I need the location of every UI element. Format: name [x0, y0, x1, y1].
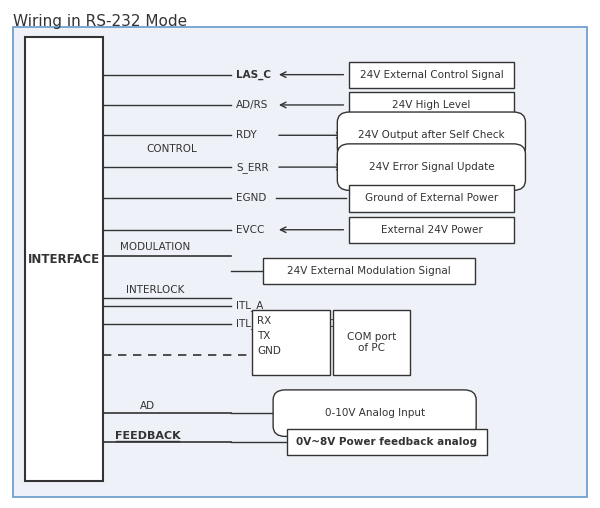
Text: INTERLOCK: INTERLOCK	[126, 285, 185, 296]
Text: 24V External Modulation Signal: 24V External Modulation Signal	[287, 266, 451, 276]
FancyBboxPatch shape	[252, 309, 330, 375]
Text: AD: AD	[140, 401, 155, 410]
FancyBboxPatch shape	[273, 390, 476, 436]
FancyBboxPatch shape	[287, 429, 487, 455]
Text: S_ERR: S_ERR	[236, 162, 269, 173]
FancyBboxPatch shape	[349, 216, 514, 243]
Text: RDY: RDY	[236, 130, 257, 140]
Text: 24V External Control Signal: 24V External Control Signal	[359, 70, 503, 80]
Text: GND: GND	[257, 346, 281, 356]
Text: 24V Error Signal Update: 24V Error Signal Update	[368, 162, 494, 172]
FancyBboxPatch shape	[349, 92, 514, 118]
Text: EVCC: EVCC	[236, 225, 265, 235]
Text: 24V Output after Self Check: 24V Output after Self Check	[358, 130, 505, 140]
Text: 0-10V Analog Input: 0-10V Analog Input	[325, 408, 425, 418]
Text: 24V High Level: 24V High Level	[392, 100, 470, 110]
Text: External 24V Power: External 24V Power	[380, 225, 482, 235]
Text: RX: RX	[257, 315, 271, 326]
FancyBboxPatch shape	[333, 309, 410, 375]
Text: INTERFACE: INTERFACE	[28, 252, 100, 266]
Text: CONTROL: CONTROL	[146, 144, 197, 154]
Text: ITL_A: ITL_A	[236, 301, 263, 311]
Polygon shape	[270, 312, 309, 335]
FancyBboxPatch shape	[263, 258, 475, 284]
FancyBboxPatch shape	[349, 185, 514, 211]
Text: LAS_C: LAS_C	[236, 70, 271, 80]
Text: MODULATION: MODULATION	[121, 242, 191, 252]
Text: EGND: EGND	[236, 194, 266, 203]
Text: COM port
of PC: COM port of PC	[347, 332, 396, 353]
Text: Ground of External Power: Ground of External Power	[365, 194, 498, 203]
Text: ITL_B: ITL_B	[236, 319, 263, 329]
FancyBboxPatch shape	[25, 37, 103, 482]
Text: 0V~8V Power feedback analog: 0V~8V Power feedback analog	[296, 437, 477, 447]
Text: TX: TX	[257, 331, 271, 341]
Text: SHORT: SHORT	[314, 319, 349, 329]
FancyBboxPatch shape	[349, 61, 514, 88]
FancyBboxPatch shape	[337, 144, 526, 190]
FancyBboxPatch shape	[13, 26, 587, 496]
Text: Wiring in RS-232 Mode: Wiring in RS-232 Mode	[13, 14, 187, 29]
Text: FEEDBACK: FEEDBACK	[115, 431, 181, 441]
Text: AD/RS: AD/RS	[236, 100, 268, 110]
FancyBboxPatch shape	[337, 112, 526, 158]
